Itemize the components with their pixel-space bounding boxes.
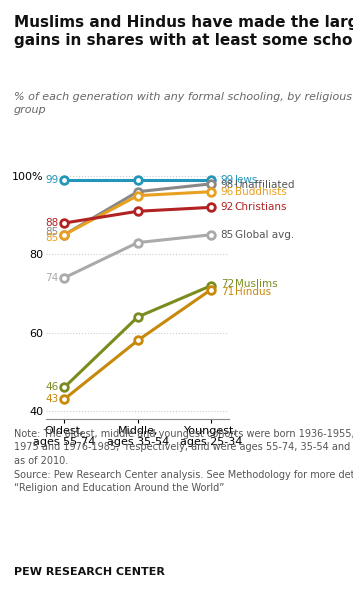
Text: Unaffiliated: Unaffiliated [235, 179, 295, 189]
Text: % of each generation with any formal schooling, by religious
group: % of each generation with any formal sch… [14, 92, 352, 115]
Text: 43: 43 [45, 394, 58, 404]
Text: Muslims and Hindus have made the largest
gains in shares with at least some scho: Muslims and Hindus have made the largest… [14, 15, 353, 49]
Text: Buddhists: Buddhists [235, 187, 286, 197]
Text: 72: 72 [221, 279, 234, 289]
Text: 92: 92 [221, 203, 234, 213]
Text: 88: 88 [45, 218, 58, 228]
Text: 46: 46 [45, 383, 58, 393]
Text: 74: 74 [45, 273, 58, 283]
Text: 99: 99 [221, 175, 234, 185]
Text: 85: 85 [45, 233, 58, 243]
Text: Note: The oldest, middle and youngest cohorts were born 1936-1955, 1956-
1975 an: Note: The oldest, middle and youngest co… [14, 429, 353, 493]
Text: 85: 85 [221, 230, 234, 240]
Text: 99: 99 [45, 175, 58, 185]
Text: Muslims: Muslims [235, 279, 277, 289]
Text: PEW RESEARCH CENTER: PEW RESEARCH CENTER [14, 567, 165, 577]
Text: Hindus: Hindus [235, 286, 271, 296]
Text: 85: 85 [45, 227, 58, 236]
Text: 96: 96 [221, 187, 234, 197]
Text: 98: 98 [221, 179, 234, 189]
Text: Global avg.: Global avg. [235, 230, 294, 240]
Text: Christians: Christians [235, 203, 287, 213]
Text: Jews: Jews [235, 175, 258, 185]
Text: 71: 71 [221, 286, 234, 296]
